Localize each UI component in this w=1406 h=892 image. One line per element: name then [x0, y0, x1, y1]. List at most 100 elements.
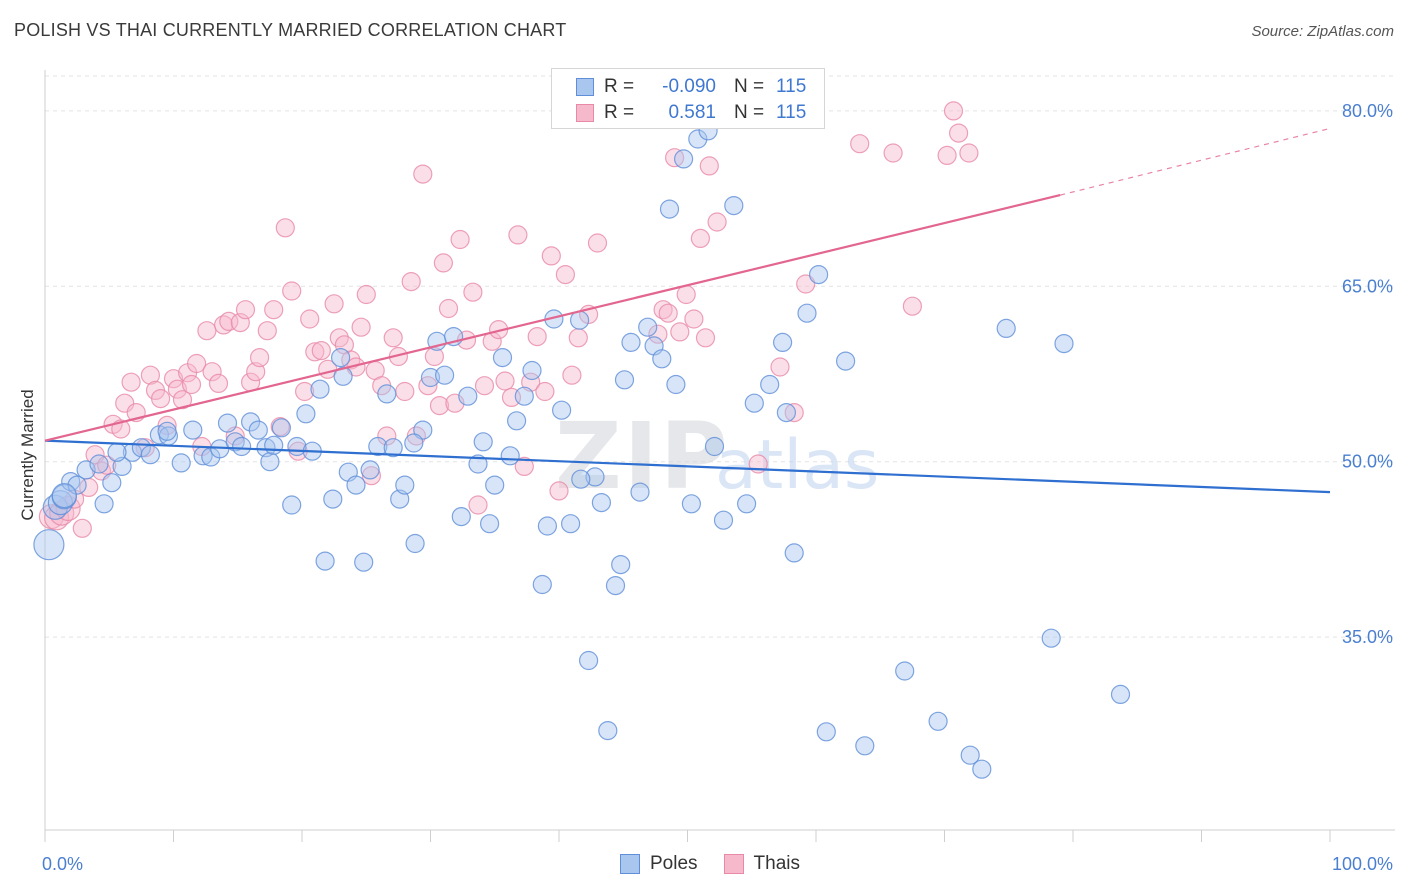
n-label: N =	[734, 102, 765, 123]
axis-labels: 35.0% 50.0% 65.0% 80.0% 0.0% 100.0% Currently …	[18, 101, 1393, 874]
poles-point	[666, 374, 686, 395]
poles-point	[571, 469, 591, 489]
thais-point	[695, 328, 716, 348]
poles-point	[107, 442, 127, 462]
poles-point	[776, 403, 797, 423]
poles-point	[621, 332, 641, 352]
poles-point	[928, 711, 948, 731]
thais-point	[784, 403, 804, 423]
poles-point	[451, 506, 471, 527]
thais-point	[959, 143, 979, 163]
x-tick-label-min: 0.0%	[42, 854, 83, 874]
thais-point	[495, 371, 515, 391]
thais-point	[300, 309, 320, 329]
legend-item-thais: Thais	[723, 853, 800, 875]
poles-point	[480, 514, 500, 534]
poles-point	[652, 349, 672, 369]
thais-point	[541, 246, 561, 266]
thais-point	[684, 309, 704, 329]
thais-point	[883, 143, 903, 163]
n-value: 115	[776, 76, 807, 97]
poles-point	[611, 554, 631, 575]
poles-point	[333, 366, 353, 386]
thais-point	[555, 265, 576, 285]
poles-point	[67, 475, 87, 495]
x-tick-label-max: 100.0%	[1332, 854, 1393, 874]
thais-point	[311, 341, 331, 361]
poles-point	[537, 516, 558, 536]
thais-point	[235, 300, 256, 320]
thais-point	[163, 369, 184, 389]
poles-point	[598, 720, 618, 741]
poles-point	[420, 367, 441, 388]
thais-point	[902, 296, 923, 316]
poles-point	[673, 149, 694, 169]
poles-point	[383, 438, 403, 458]
poles-point	[112, 456, 132, 476]
poles-point	[514, 386, 534, 406]
thais-point	[356, 284, 376, 305]
poles-point	[368, 436, 388, 457]
poles-point	[704, 436, 725, 457]
poles-point	[713, 510, 734, 530]
poles-point	[585, 467, 605, 487]
poles-point	[996, 318, 1016, 338]
trend-lines	[44, 127, 1331, 494]
poles-point	[310, 379, 330, 399]
poles-point	[972, 759, 992, 779]
thais-point	[468, 495, 488, 515]
thais-point	[943, 101, 964, 121]
poles-point	[94, 494, 114, 514]
thais-point	[351, 317, 371, 337]
poles-point	[659, 199, 680, 219]
thais-point	[508, 225, 528, 245]
thais-point	[270, 417, 290, 437]
thais-point	[250, 348, 270, 368]
poles-point	[500, 446, 520, 466]
poles-point	[506, 411, 527, 431]
thais-point	[214, 315, 234, 335]
legend-label-thais: Thais	[753, 853, 800, 874]
thais-point	[401, 272, 421, 292]
thais-point	[438, 298, 459, 319]
y-tick-label: 35.0%	[1342, 627, 1393, 647]
y-tick-label: 80.0%	[1342, 101, 1393, 121]
poles-point	[458, 386, 478, 406]
poles-point	[346, 475, 366, 495]
poles-point	[492, 348, 513, 368]
poles-point	[282, 495, 302, 515]
poles-point	[405, 533, 425, 554]
poles-point	[960, 745, 980, 765]
poles-point	[522, 360, 542, 381]
thais-point	[305, 342, 325, 362]
poles-point	[377, 384, 397, 404]
thais-point	[257, 321, 277, 341]
poles-point	[630, 482, 650, 502]
poles-point	[784, 543, 804, 563]
n-value: 115	[776, 102, 807, 123]
thais-swatch	[723, 854, 744, 874]
thais-point	[295, 381, 315, 402]
thais-point	[97, 455, 117, 475]
thais-point	[653, 300, 673, 320]
thais-point	[246, 362, 266, 382]
thais-point	[535, 381, 555, 402]
r-value: -0.090	[662, 76, 716, 97]
thais-point	[324, 294, 344, 314]
thais-point	[433, 253, 453, 273]
poles-point	[797, 303, 817, 323]
poles-point	[33, 529, 65, 561]
poles-point	[217, 413, 238, 433]
thais-trend-extension	[1060, 127, 1331, 196]
thais-swatch	[576, 104, 594, 122]
poles-point	[183, 420, 203, 440]
poles-point	[323, 489, 343, 509]
poles-point	[435, 365, 455, 385]
thais-point	[140, 365, 160, 385]
svg-text:atlas: atlas	[715, 426, 879, 505]
poles-point	[1110, 684, 1131, 705]
poles-point	[638, 317, 658, 337]
poles-point	[271, 418, 291, 438]
thais-point	[181, 374, 202, 395]
